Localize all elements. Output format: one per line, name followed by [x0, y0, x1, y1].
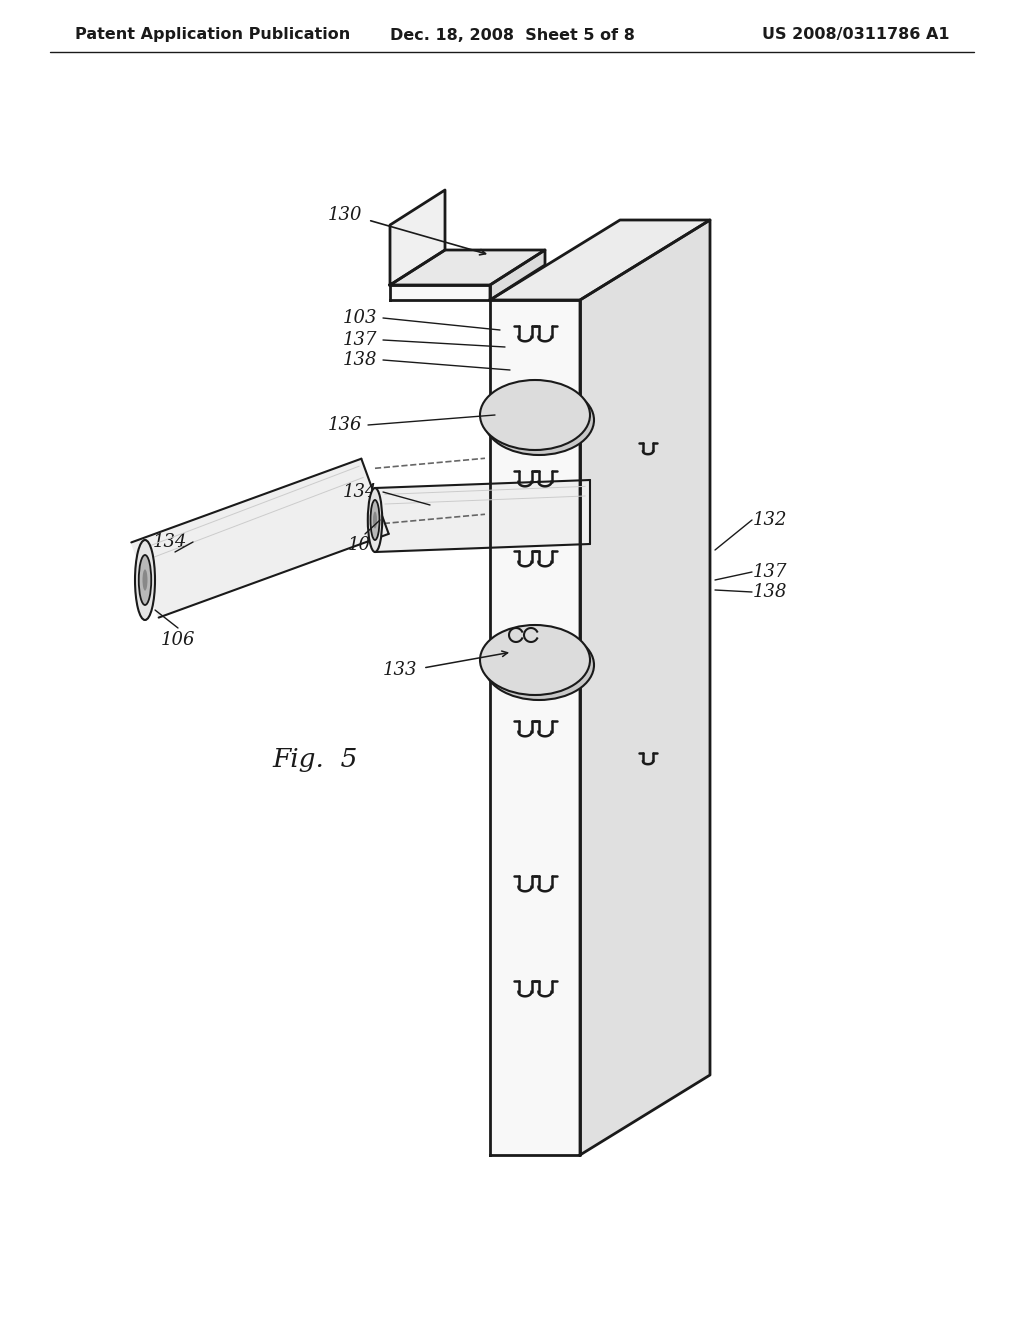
Text: 130: 130 [328, 206, 362, 224]
Ellipse shape [480, 624, 590, 696]
Text: 137: 137 [343, 331, 377, 348]
Ellipse shape [142, 569, 147, 590]
Ellipse shape [484, 630, 594, 700]
Polygon shape [490, 300, 580, 1155]
Polygon shape [390, 249, 545, 285]
Polygon shape [390, 285, 490, 300]
Ellipse shape [368, 488, 382, 552]
Ellipse shape [135, 540, 155, 620]
Text: Fig.  5: Fig. 5 [272, 747, 357, 772]
Text: 136: 136 [328, 416, 362, 434]
Text: Dec. 18, 2008  Sheet 5 of 8: Dec. 18, 2008 Sheet 5 of 8 [389, 28, 635, 42]
Ellipse shape [138, 554, 152, 605]
Polygon shape [490, 249, 545, 300]
Ellipse shape [371, 500, 380, 540]
Polygon shape [490, 220, 710, 300]
Text: US 2008/0311786 A1: US 2008/0311786 A1 [763, 28, 950, 42]
Text: 134: 134 [343, 483, 377, 502]
Text: 137: 137 [753, 564, 787, 581]
Text: Patent Application Publication: Patent Application Publication [75, 28, 350, 42]
Polygon shape [131, 458, 389, 618]
Text: 132: 132 [753, 511, 787, 529]
Text: 103: 103 [343, 309, 377, 327]
Polygon shape [390, 190, 445, 285]
Text: 133: 133 [383, 661, 417, 678]
Text: 138: 138 [343, 351, 377, 370]
Polygon shape [580, 220, 710, 1155]
Ellipse shape [484, 385, 594, 455]
Text: 106: 106 [161, 631, 196, 649]
Text: 138: 138 [753, 583, 787, 601]
Ellipse shape [480, 380, 590, 450]
Text: 134: 134 [153, 533, 187, 550]
Ellipse shape [373, 511, 377, 528]
Text: 106: 106 [348, 536, 382, 554]
